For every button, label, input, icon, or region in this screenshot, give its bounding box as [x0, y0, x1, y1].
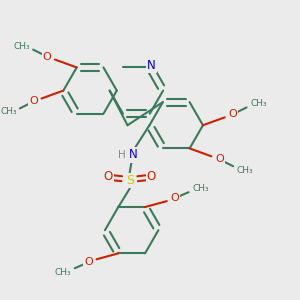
Text: N: N [147, 59, 156, 72]
Text: N: N [129, 148, 138, 161]
Text: CH₃: CH₃ [1, 107, 17, 116]
Text: O: O [103, 170, 112, 183]
Text: CH₃: CH₃ [55, 268, 71, 277]
Text: O: O [43, 52, 51, 61]
Text: CH₃: CH₃ [14, 42, 31, 51]
Text: O: O [228, 110, 237, 119]
Text: O: O [170, 193, 179, 203]
Text: H: H [118, 150, 126, 160]
Text: O: O [147, 170, 156, 183]
Text: S: S [126, 174, 134, 187]
Text: CH₃: CH₃ [237, 166, 254, 175]
Text: O: O [84, 257, 93, 267]
Text: O: O [29, 97, 38, 106]
Text: CH₃: CH₃ [192, 184, 209, 193]
Text: O: O [215, 154, 224, 164]
Text: CH₃: CH₃ [250, 99, 267, 108]
